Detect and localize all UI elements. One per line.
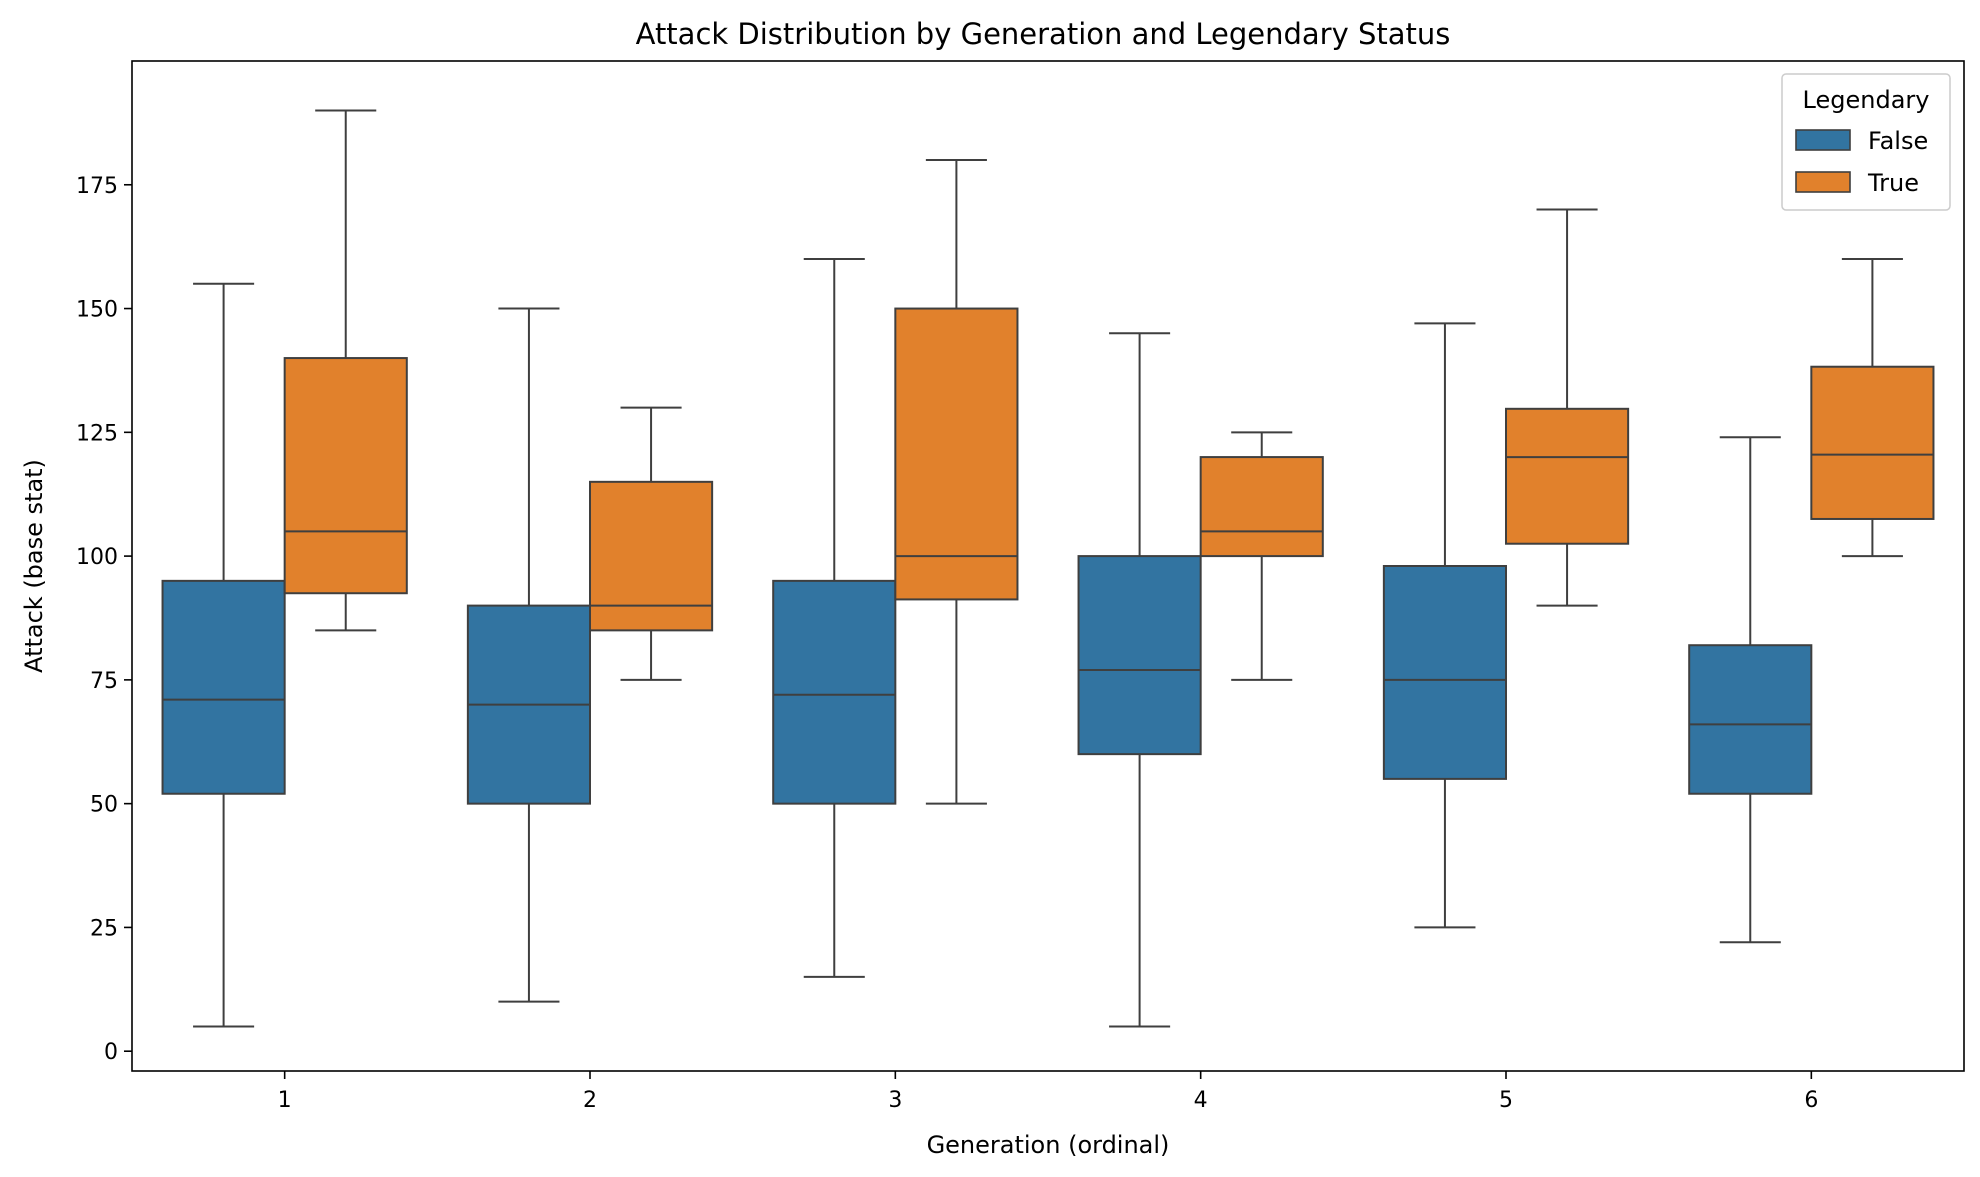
- x-tick-label: 5: [1499, 1088, 1513, 1113]
- box-gen-4-true: [1199, 431, 1324, 681]
- box-gen-4-false: [1077, 332, 1202, 1028]
- legend-swatch-true: [1795, 171, 1851, 193]
- y-tick-label: 50: [90, 793, 118, 818]
- iqr-box: [894, 307, 1019, 601]
- y-tick-label: 150: [76, 298, 118, 323]
- y-axis-label: Attack (base stat): [20, 459, 48, 673]
- legend-label-false: False: [1868, 127, 1928, 155]
- box-gen-5-false: [1382, 322, 1508, 929]
- box-gen-3-true: [894, 159, 1019, 805]
- x-tick-label: 1: [278, 1088, 292, 1113]
- y-tick-label: 125: [76, 421, 118, 446]
- iqr-box: [283, 357, 408, 595]
- box-gen-6-false: [1688, 436, 1813, 944]
- y-tick-label: 175: [76, 174, 118, 199]
- box-gen-1-true: [283, 109, 408, 632]
- plot-frame: [131, 60, 1965, 1072]
- legend-title: Legendary: [1803, 86, 1930, 114]
- y-tick-label: 75: [90, 669, 118, 694]
- legend-swatch-false: [1795, 129, 1851, 151]
- box-gen-5-true: [1505, 208, 1630, 607]
- y-tick-label: 100: [76, 545, 118, 570]
- x-tick-label: 4: [1194, 1088, 1208, 1113]
- x-axis-label: Generation (ordinal): [927, 1131, 1170, 1159]
- box-gen-2-false: [466, 307, 591, 1003]
- legend: Legendary False True: [1781, 73, 1951, 211]
- iqr-box: [772, 579, 897, 805]
- iqr-box: [589, 480, 714, 632]
- iqr-box: [1810, 365, 1935, 520]
- iqr-box: [1382, 565, 1508, 780]
- x-tick-label: 2: [583, 1088, 597, 1113]
- box-gen-1-false: [161, 282, 286, 1028]
- iqr-box: [1505, 407, 1630, 545]
- legend-label-true: True: [1867, 169, 1919, 197]
- box-gen-2-true: [589, 406, 714, 681]
- x-tick-label: 3: [888, 1088, 902, 1113]
- iqr-box: [1199, 456, 1324, 558]
- iqr-box: [1077, 555, 1202, 756]
- series-false: [161, 258, 1813, 1028]
- y-tick-label: 0: [104, 1040, 118, 1065]
- x-tick-label: 6: [1804, 1088, 1818, 1113]
- chart-title: Attack Distribution by Generation and Le…: [636, 17, 1451, 51]
- box-gen-6-true: [1810, 258, 1935, 558]
- series-true: [283, 109, 1935, 805]
- iqr-box: [161, 579, 286, 795]
- y-tick-label: 25: [90, 916, 118, 941]
- box-gen-3-false: [772, 258, 897, 978]
- iqr-box: [1688, 644, 1813, 795]
